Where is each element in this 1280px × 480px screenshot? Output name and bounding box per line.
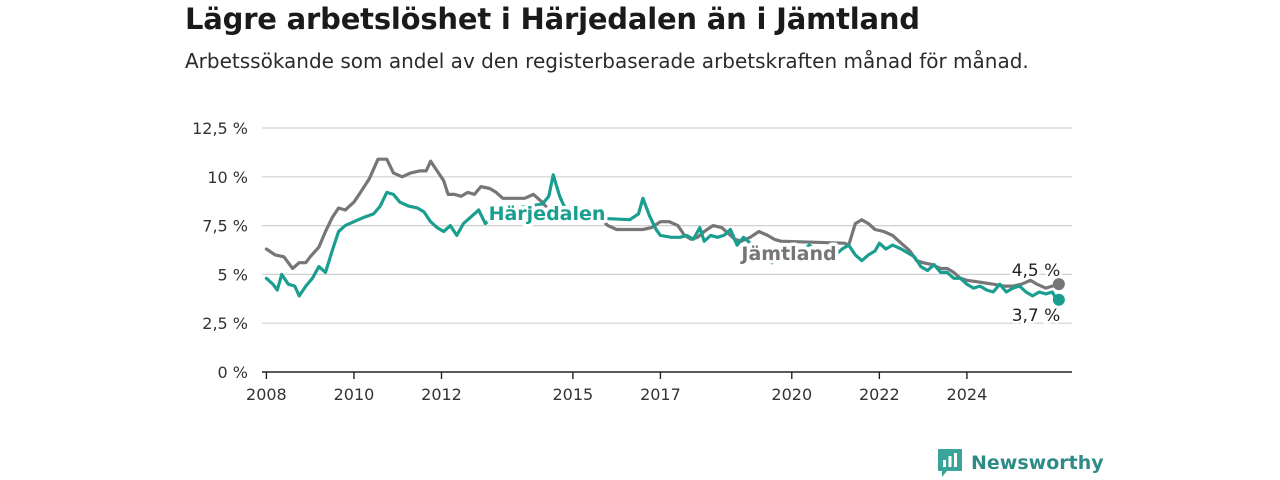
y-tick-label: 12,5 % [192, 119, 248, 138]
chart-title: Lägre arbetslöshet i Härjedalen än i Jäm… [185, 2, 920, 36]
x-tick-label: 2015 [553, 385, 594, 404]
x-tick-label: 2012 [421, 385, 462, 404]
x-tick-label: 2020 [771, 385, 812, 404]
x-tick-label: 2010 [334, 385, 375, 404]
x-tick-label: 2022 [859, 385, 900, 404]
x-tick-label: 2024 [947, 385, 988, 404]
y-tick-label: 5 % [218, 265, 248, 284]
x-tick-label: 2008 [246, 385, 287, 404]
y-tick-label: 7,5 % [202, 217, 248, 236]
brand[interactable]: Newsworthy [937, 447, 1104, 479]
end-value-label-harjedalen: 3,7 % [1012, 306, 1061, 326]
end-point-jamtland [1052, 278, 1065, 291]
y-tick-label: 2,5 % [202, 314, 248, 333]
x-tick-label: 2017 [640, 385, 681, 404]
y-tick-label: 0 % [218, 363, 248, 382]
series-label-jamtland: Jämtland [739, 243, 836, 265]
end-value-label-jamtland: 4,5 % [1012, 261, 1061, 281]
y-tick-label: 10 % [207, 168, 248, 187]
series-label-harjedalen: Härjedalen [489, 203, 606, 225]
brand-name: Newsworthy [971, 452, 1104, 474]
chart-subtitle: Arbetssökande som andel av den registerb… [185, 49, 1029, 73]
series-line-jamtland [264, 157, 1061, 290]
end-point-harjedalen [1052, 293, 1065, 306]
series-line-harjedalen [264, 173, 1061, 302]
newsworthy-logo-icon [938, 449, 962, 477]
